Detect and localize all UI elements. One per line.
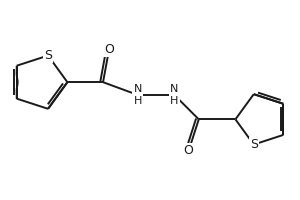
Text: O: O [184, 144, 194, 157]
Text: N
H: N H [170, 84, 178, 106]
Text: N
H: N H [134, 84, 142, 106]
Text: S: S [44, 49, 52, 62]
Text: O: O [104, 43, 114, 56]
Text: S: S [250, 138, 258, 151]
